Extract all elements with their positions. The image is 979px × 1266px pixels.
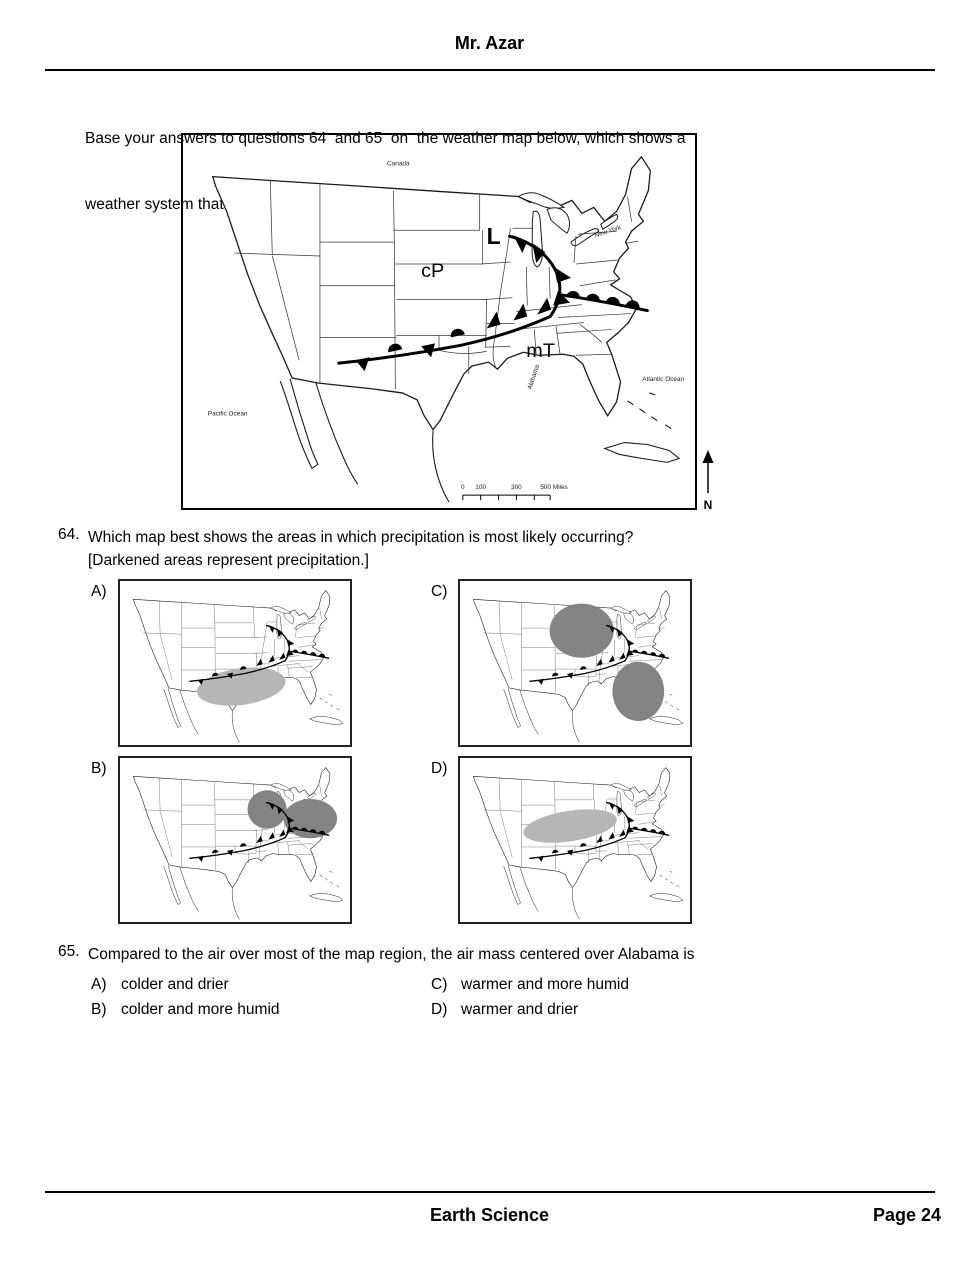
north-arrow-icon: N — [699, 449, 719, 513]
label-low-pressure: L — [487, 223, 501, 249]
precip-area-d — [523, 809, 617, 843]
answer-map-a[interactable] — [118, 579, 352, 747]
q65-option-a-label: A) — [91, 976, 107, 993]
q65-option-d-label: D) — [431, 1001, 448, 1018]
weather-map: Canada New York Pacific Ocean Atlantic O… — [181, 133, 697, 510]
label-alabama: Alabama — [526, 364, 541, 391]
answer-map-c[interactable] — [458, 579, 692, 747]
q65-option-a-text: colder and drier — [121, 976, 229, 993]
footer-course-title: Earth Science — [429, 1205, 550, 1225]
q64-text: Which map best shows the areas in which … — [88, 529, 634, 546]
choice-c-label: C) — [431, 583, 448, 600]
q65-option-d-text: warmer and drier — [461, 1001, 579, 1018]
label-canada: Canada — [387, 161, 410, 168]
label-pacific-ocean: Pacific Ocean — [208, 411, 248, 418]
choice-a-label: A) — [91, 583, 107, 600]
precip-area-c-north — [549, 603, 614, 658]
q65-option-c-text: warmer and more humid — [461, 976, 629, 993]
q65-option-c-label: C) — [431, 976, 448, 993]
answer-map-d[interactable] — [458, 756, 692, 924]
choice-b-label: B) — [91, 760, 107, 777]
choice-d-label: D) — [431, 760, 448, 777]
footer-divider — [45, 1191, 935, 1193]
precip-area-a — [197, 667, 286, 706]
q65-option-b-text: colder and more humid — [121, 1001, 280, 1018]
q65-option-d[interactable]: D) warmer and drier — [431, 1001, 578, 1019]
q64-number: 64. — [58, 526, 80, 543]
scale-tick-300: 300 — [511, 484, 522, 491]
scale-tick-500: 500 Miles — [540, 484, 568, 491]
q65-option-b-label: B) — [91, 1001, 107, 1018]
q65-option-c[interactable]: C) warmer and more humid — [431, 976, 629, 994]
header-divider — [45, 69, 935, 71]
q65-text: Compared to the air over most of the map… — [88, 946, 695, 963]
precip-area-b-lakes — [247, 790, 287, 829]
answer-map-b[interactable] — [118, 756, 352, 924]
map-scale-bar: 0 100 300 500 Miles — [461, 484, 568, 501]
label-atlantic-ocean: Atlantic Ocean — [642, 376, 684, 383]
question-65: Compared to the air over most of the map… — [88, 943, 928, 966]
precip-area-b-east — [283, 799, 338, 839]
scale-tick-100: 100 — [475, 484, 486, 491]
label-air-mass-mt: mT — [526, 340, 555, 362]
q65-number: 65. — [58, 943, 80, 960]
scale-tick-0: 0 — [461, 484, 465, 491]
q64-note: [Darkened areas represent precipitation.… — [88, 552, 369, 569]
q65-option-b[interactable]: B) colder and more humid — [91, 1001, 280, 1019]
footer-page-number: Page 24 — [872, 1205, 941, 1225]
label-air-mass-cp: cP — [421, 260, 444, 282]
question-64: Which map best shows the areas in which … — [88, 526, 888, 572]
q65-option-a[interactable]: A) colder and drier — [91, 976, 229, 994]
north-label: N — [704, 498, 713, 512]
precip-area-c-south — [612, 661, 665, 722]
page-title: Mr. Azar — [454, 33, 525, 53]
